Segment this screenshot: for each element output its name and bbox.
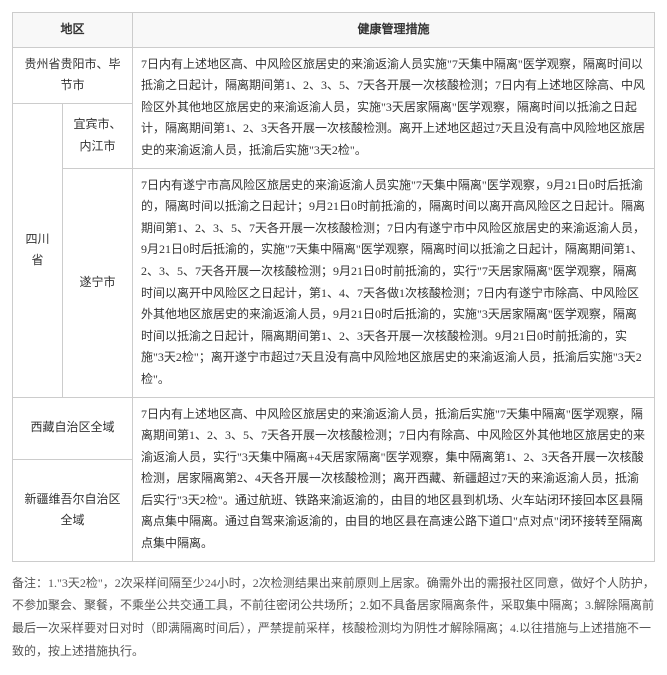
city-cell: 宜宾市、内江市	[63, 103, 133, 168]
header-row: 地区 健康管理措施	[13, 13, 655, 48]
table-row: 贵州省贵阳市、毕节市 7日内有上述地区高、中风险区旅居史的来渝返渝人员实施"7天…	[13, 47, 655, 103]
region-cell: 西藏自治区全域	[13, 397, 133, 460]
footnotes: 备注：1."3天2检"，2次采样间隔至少24小时，2次检测结果出来前原则上居家。…	[12, 572, 655, 663]
measure-cell: 7日内有遂宁市高风险区旅居史的来渝返渝人员实施"7天集中隔离"医学观察，9月21…	[133, 168, 655, 397]
policy-table: 地区 健康管理措施 贵州省贵阳市、毕节市 7日内有上述地区高、中风险区旅居史的来…	[12, 12, 655, 562]
city-cell: 遂宁市	[63, 168, 133, 397]
measure-cell: 7日内有上述地区高、中风险区旅居史的来渝返渝人员实施"7天集中隔离"医学观察，隔…	[133, 47, 655, 168]
header-measures: 健康管理措施	[133, 13, 655, 48]
header-region: 地区	[13, 13, 133, 48]
region-cell: 新疆维吾尔自治区全域	[13, 460, 133, 562]
table-row: 遂宁市 7日内有遂宁市高风险区旅居史的来渝返渝人员实施"7天集中隔离"医学观察，…	[13, 168, 655, 397]
measure-cell: 7日内有上述地区高、中风险区旅居史的来渝返渝人员，抵渝后实施"7天集中隔离"医学…	[133, 397, 655, 561]
table-row: 西藏自治区全域 7日内有上述地区高、中风险区旅居史的来渝返渝人员，抵渝后实施"7…	[13, 397, 655, 460]
region-cell: 贵州省贵阳市、毕节市	[13, 47, 133, 103]
province-cell: 四川省	[13, 103, 63, 397]
